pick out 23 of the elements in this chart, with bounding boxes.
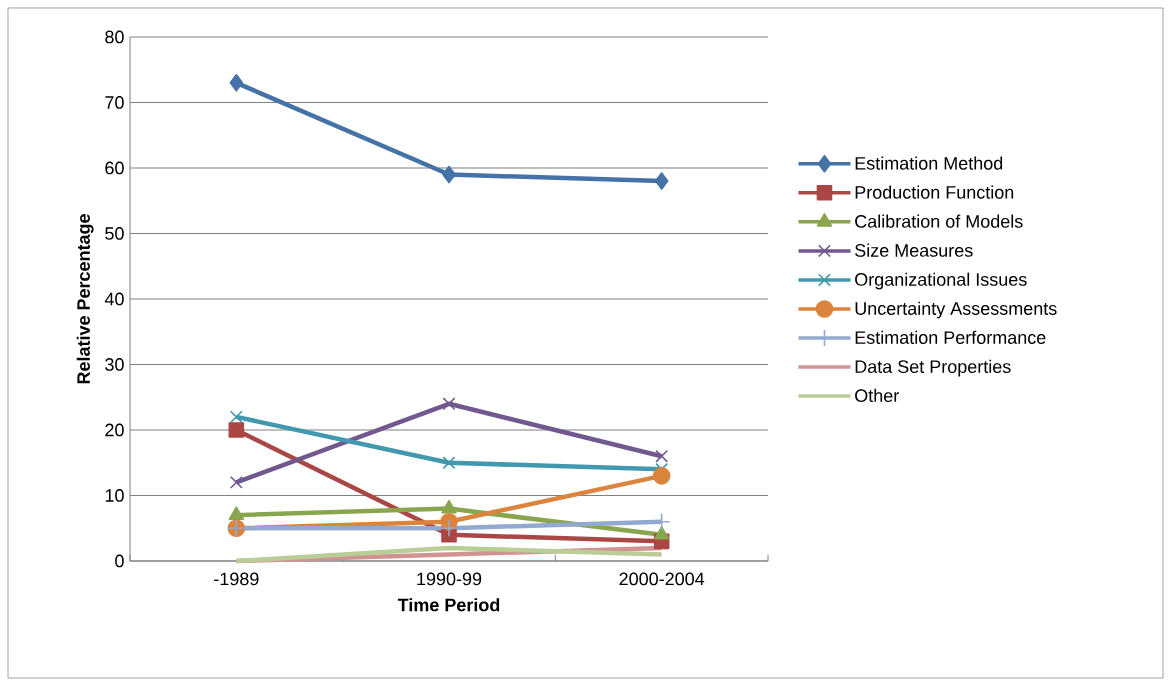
legend-label: Organizational Issues: [855, 272, 1027, 290]
y-tick-label: 30: [105, 358, 124, 371]
y-tick-label: 80: [105, 30, 124, 44]
legend-label: Size Measures: [855, 243, 973, 257]
y-tick-label: 40: [104, 292, 124, 306]
y-tick-label: 0: [115, 554, 124, 568]
legend-label: Data Set Properties: [855, 359, 1011, 377]
legend-label: Estimation Method: [855, 156, 1003, 170]
x-tick-label: 2000-2004: [619, 572, 705, 586]
y-tick-label: 70: [105, 96, 124, 109]
legend-label: Estimation Performance: [855, 330, 1046, 344]
legend-label: Calibration of Models: [855, 214, 1023, 228]
legend-label: Uncertainty Assessments: [855, 301, 1057, 319]
legend-label: Other: [855, 388, 899, 403]
y-tick-label: 60: [105, 161, 124, 175]
y-axis-title: Relative Percentage: [76, 214, 94, 384]
y-tick-label: 10: [105, 489, 124, 502]
x-tick-label: -1989: [214, 572, 259, 586]
x-tick-label: 1990-99: [417, 572, 482, 586]
x-axis-title: Time Period: [397, 598, 500, 612]
y-tick-label: 20: [105, 423, 124, 437]
y-tick-label: 50: [105, 227, 124, 240]
legend-label: Production Function: [855, 185, 1014, 199]
